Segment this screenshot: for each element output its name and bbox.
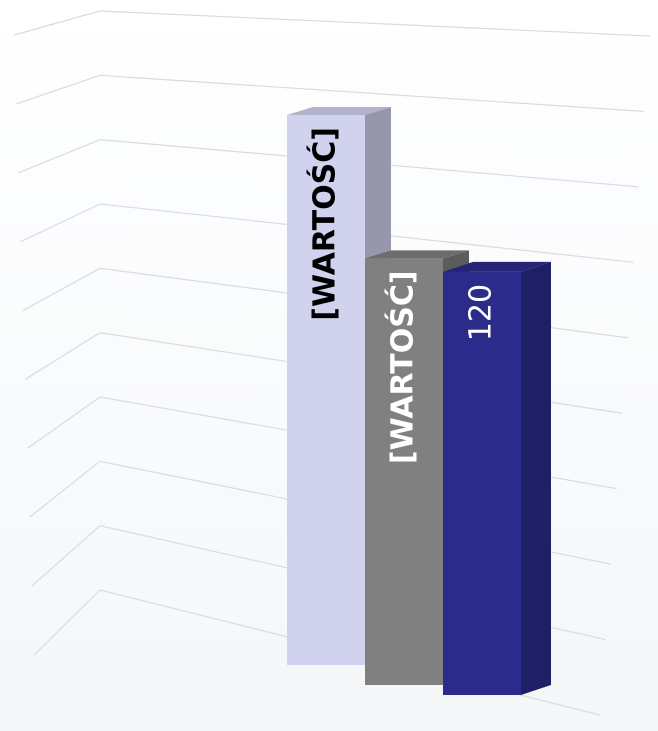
bar-side-3 [521, 261, 551, 695]
bars [287, 107, 551, 695]
bar-data-label-2: [WARTOŚĆ] [384, 270, 421, 464]
gridline-left-0 [33, 589, 101, 656]
bar-front-2 [365, 258, 443, 685]
bar-top-3 [443, 261, 551, 272]
gridline-left-4 [24, 332, 101, 380]
gridline-left-9 [13, 10, 101, 36]
bar-front-1 [287, 115, 365, 665]
bar-data-label-1: [WARTOŚĆ] [306, 127, 343, 321]
gridline-back-8 [99, 74, 645, 113]
gridline-back-9 [99, 10, 651, 37]
gridline-left-5 [22, 267, 101, 312]
gridline-left-6 [20, 203, 101, 243]
gridline-left-7 [18, 139, 101, 174]
bar-top-1 [287, 107, 391, 115]
gridline-left-1 [31, 525, 101, 587]
bar-3 [443, 261, 551, 695]
bar-data-label-3: 120 [464, 284, 499, 341]
bar-top-2 [365, 250, 469, 259]
gridline-left-2 [29, 460, 101, 518]
bar-front-3 [443, 271, 521, 695]
gridline-left-8 [16, 74, 101, 105]
gridline-left-3 [26, 396, 101, 449]
